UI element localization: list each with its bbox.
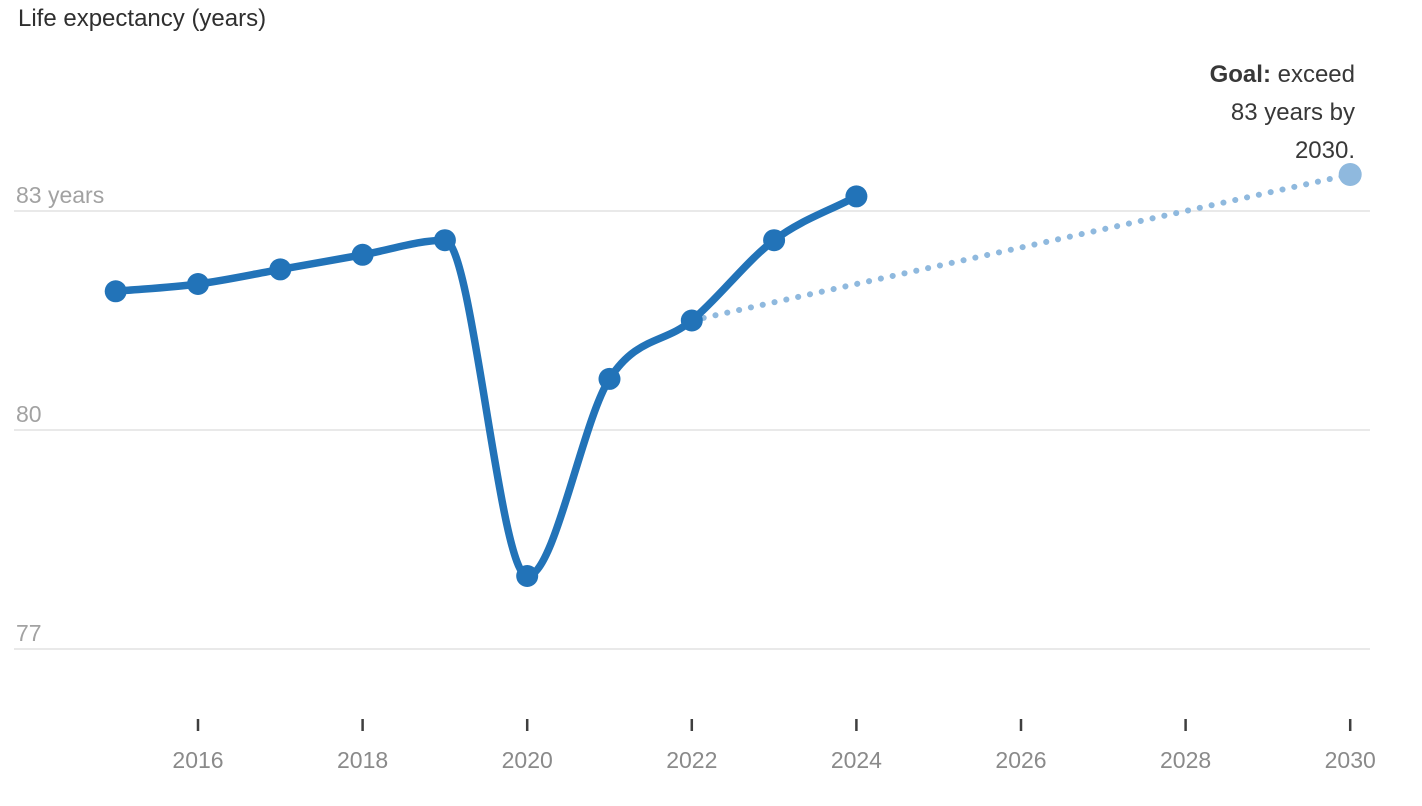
data-point-2018 — [351, 243, 374, 266]
goal-point-2030 — [1338, 163, 1362, 186]
data-point-2020 — [516, 565, 539, 587]
x-tick-label-2024: 2024 — [831, 747, 882, 773]
chart-title: Life expectancy (years) — [18, 5, 267, 32]
data-point-2022 — [680, 309, 703, 332]
data-point-2023 — [763, 229, 786, 252]
data-point-2016 — [187, 273, 209, 295]
x-tick-label-2020: 2020 — [502, 747, 553, 773]
goal-annotation-bold: Goal: — [1209, 61, 1271, 88]
data-point-2024 — [845, 185, 868, 208]
x-tick-label-2030: 2030 — [1325, 747, 1376, 773]
x-tick-label-2016: 2016 — [172, 747, 223, 773]
x-tick-label-2022: 2022 — [666, 747, 717, 773]
data-point-2021 — [598, 367, 621, 390]
x-tick-label-2026: 2026 — [995, 747, 1046, 773]
x-tick-label-2018: 2018 — [337, 747, 388, 773]
goal-annotation-line-1: Goal: exceed — [1209, 61, 1355, 88]
data-point-2015 — [104, 280, 127, 303]
life-expectancy-line — [111, 192, 861, 580]
data-point-2017 — [269, 258, 292, 281]
goal-annotation-line-2: 83 years by — [1230, 99, 1355, 126]
goal-annotation: Goal: exceed 83 years by 2030. — [1210, 56, 1355, 170]
x-tick-label-2028: 2028 — [1160, 747, 1211, 773]
goal-annotation-line-3: 2030. — [1294, 137, 1355, 164]
y-tick-label-80: 80 — [16, 401, 42, 427]
y-tick-label-83: 83 years — [16, 182, 104, 208]
goal-projection-line — [688, 171, 1354, 324]
y-tick-label-77: 77 — [16, 620, 42, 646]
data-point-2019 — [433, 229, 456, 252]
